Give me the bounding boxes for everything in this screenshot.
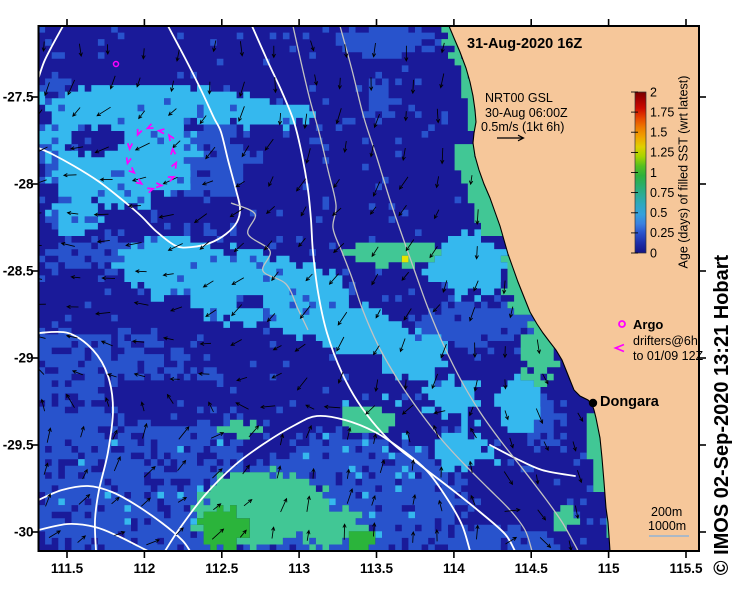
- svg-text:-30: -30: [14, 525, 34, 540]
- svg-text:0.5m/s (1kt 6h): 0.5m/s (1kt 6h): [481, 120, 564, 134]
- svg-text:to 01/09 12Z: to 01/09 12Z: [633, 349, 704, 363]
- svg-text:1.25: 1.25: [650, 146, 674, 160]
- svg-text:115.5: 115.5: [669, 561, 703, 576]
- svg-text:112: 112: [134, 561, 156, 576]
- svg-text:113.5: 113.5: [360, 561, 394, 576]
- svg-text:112.5: 112.5: [205, 561, 239, 576]
- svg-text:1000m: 1000m: [648, 519, 686, 533]
- svg-text:Age (days) of filled SST (wrt: Age (days) of filled SST (wrt latest): [677, 76, 691, 269]
- svg-text:drifters@6h: drifters@6h: [633, 334, 698, 348]
- svg-text:113: 113: [288, 561, 310, 576]
- svg-text:1.75: 1.75: [650, 105, 674, 119]
- svg-text:-29.5: -29.5: [3, 438, 34, 453]
- svg-text:114: 114: [443, 561, 465, 576]
- svg-text:NRT00 GSL: NRT00 GSL: [485, 91, 553, 105]
- svg-text:0.25: 0.25: [650, 226, 674, 240]
- svg-text:Argo: Argo: [633, 317, 663, 332]
- svg-text:1: 1: [650, 166, 657, 180]
- svg-text:2: 2: [650, 85, 657, 99]
- svg-text:-28.5: -28.5: [3, 264, 34, 279]
- svg-text:115: 115: [598, 561, 620, 576]
- svg-text:200m: 200m: [651, 505, 682, 519]
- svg-text:0: 0: [650, 246, 657, 260]
- svg-text:-29: -29: [14, 351, 34, 366]
- svg-text:0.75: 0.75: [650, 186, 674, 200]
- svg-text:0.5: 0.5: [650, 206, 667, 220]
- svg-text:-27.5: -27.5: [3, 90, 34, 105]
- svg-text:-28: -28: [14, 177, 34, 192]
- svg-text:111.5: 111.5: [51, 561, 84, 576]
- svg-text:114.5: 114.5: [515, 561, 549, 576]
- svg-text:30-Aug 06:00Z: 30-Aug 06:00Z: [485, 106, 568, 120]
- svg-text:Dongara: Dongara: [600, 394, 660, 410]
- svg-text:31-Aug-2020 16Z: 31-Aug-2020 16Z: [467, 36, 582, 52]
- svg-text:© IMOS 02-Sep-2020 13:21 Hobar: © IMOS 02-Sep-2020 13:21 Hobart: [711, 254, 733, 575]
- svg-text:1.5: 1.5: [650, 126, 667, 140]
